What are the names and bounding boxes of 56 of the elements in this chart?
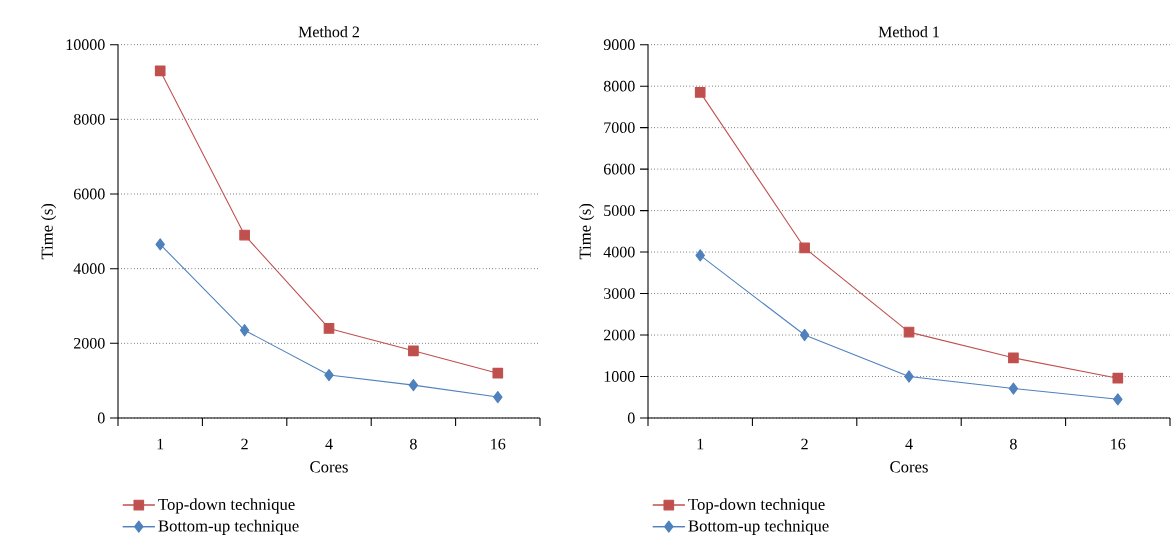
y-tick-label: 4000 — [73, 263, 105, 275]
y-tick-label: 1000 — [604, 371, 635, 382]
point — [408, 379, 419, 392]
y-tick-label: 4000 — [603, 246, 635, 258]
x-tick-label: 1 — [697, 438, 704, 450]
point — [903, 326, 915, 338]
point — [239, 229, 250, 241]
x-axis-title: Cores — [890, 461, 928, 473]
point — [493, 390, 503, 404]
x-tick-label: 2 — [241, 438, 248, 450]
y-tick-label: 8000 — [73, 113, 105, 125]
point — [492, 367, 504, 379]
x-tick-label: 2 — [801, 438, 808, 450]
point — [694, 87, 706, 98]
point — [408, 345, 419, 357]
y-axis-title: Time (s) — [579, 203, 595, 260]
y-tick-label: 0 — [97, 412, 105, 424]
x-tick-label: 1 — [157, 438, 164, 450]
legend-label: Bottom-up technique — [158, 519, 299, 535]
point — [323, 323, 335, 334]
x-tick-label: 4 — [905, 438, 913, 450]
point — [324, 368, 334, 382]
point — [1112, 372, 1124, 384]
y-tick-label: 5000 — [604, 205, 635, 216]
point — [799, 242, 810, 254]
x-tick-label: 8 — [1010, 438, 1017, 450]
point — [904, 370, 914, 383]
point — [154, 65, 166, 77]
point — [695, 249, 705, 262]
point — [155, 238, 165, 251]
legend-label: Bottom-up technique — [688, 519, 829, 535]
x-tick-label: 16 — [491, 438, 506, 450]
point — [1008, 382, 1019, 395]
y-tick-label: 2000 — [604, 329, 635, 341]
point — [1008, 352, 1019, 364]
y-tick-label: 6000 — [73, 188, 105, 200]
x-tick-label: 16 — [1111, 438, 1126, 450]
y-tick-label: 6000 — [603, 163, 635, 175]
x-tick-label: 8 — [410, 438, 417, 450]
legend-label: Top-down technique — [158, 498, 295, 514]
y-tick-label: 10000 — [66, 39, 105, 51]
point — [239, 324, 250, 337]
chart-title: Method 1 — [878, 26, 939, 38]
y-tick-label: 2000 — [74, 337, 105, 349]
y-axis-title: Time (s) — [41, 203, 57, 260]
point — [799, 328, 810, 342]
y-tick-label: 8000 — [603, 80, 635, 92]
x-axis-title: Cores — [310, 461, 348, 473]
y-tick-label: 7000 — [604, 122, 635, 134]
legend-label: Top-down technique — [688, 498, 825, 514]
y-tick-label: 3000 — [604, 288, 635, 299]
x-tick-label: 4 — [325, 438, 333, 450]
y-tick-label: 0 — [627, 412, 635, 424]
point — [1113, 393, 1123, 406]
chart-title: Method 2 — [298, 26, 359, 38]
y-tick-label: 9000 — [603, 39, 635, 51]
